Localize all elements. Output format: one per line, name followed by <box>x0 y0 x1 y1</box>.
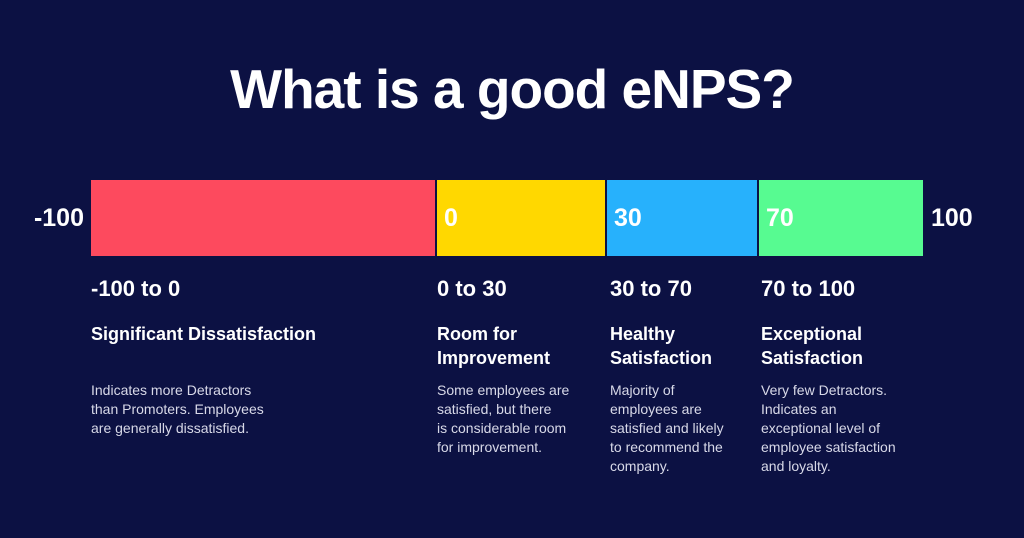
range-heading: Significant Dissatisfaction <box>91 324 317 344</box>
range-column-room-for-improvement: 0 to 30 Room for Improvement Some employ… <box>437 276 607 506</box>
enps-scale: -100 0 30 70 100 <box>0 180 1024 256</box>
range-heading: Room for Improvement <box>437 324 551 368</box>
range-description: Very few Detractors. Indicates an except… <box>761 382 896 474</box>
range-label: 70 to 100 <box>761 276 856 301</box>
segment-exceptional-satisfaction: 70 <box>759 180 923 256</box>
range-label: 0 to 30 <box>437 276 507 301</box>
scale-bar: 0 30 70 <box>91 180 923 256</box>
range-heading: Healthy Satisfaction <box>610 324 713 368</box>
range-description: Indicates more Detractors than Promoters… <box>91 382 264 436</box>
segment-tick-label: 0 <box>444 203 458 232</box>
range-label: 30 to 70 <box>610 276 692 301</box>
range-description: Some employees are satisfied, but there … <box>437 382 570 455</box>
range-column-significant-dissatisfaction: -100 to 0 Significant Dissatisfaction In… <box>91 276 401 506</box>
range-label: -100 to 0 <box>91 276 181 301</box>
range-heading: Exceptional Satisfaction <box>761 324 864 368</box>
segment-healthy-satisfaction: 30 <box>607 180 757 256</box>
segment-tick-label: 70 <box>766 203 794 232</box>
range-description: Majority of employees are satisfied and … <box>610 382 724 474</box>
segment-significant-dissatisfaction <box>91 180 435 256</box>
segment-tick-label: 30 <box>614 203 642 232</box>
range-column-exceptional-satisfaction: 70 to 100 Exceptional Satisfaction Very … <box>761 276 923 506</box>
segment-room-for-improvement: 0 <box>437 180 605 256</box>
scale-min-label: -100 <box>33 203 84 232</box>
range-descriptions: -100 to 0 Significant Dissatisfaction In… <box>91 276 923 506</box>
scale-max-label: 100 <box>931 203 973 232</box>
range-column-healthy-satisfaction: 30 to 70 Healthy Satisfaction Majority o… <box>610 276 760 506</box>
page-title: What is a good eNPS? <box>230 58 795 120</box>
